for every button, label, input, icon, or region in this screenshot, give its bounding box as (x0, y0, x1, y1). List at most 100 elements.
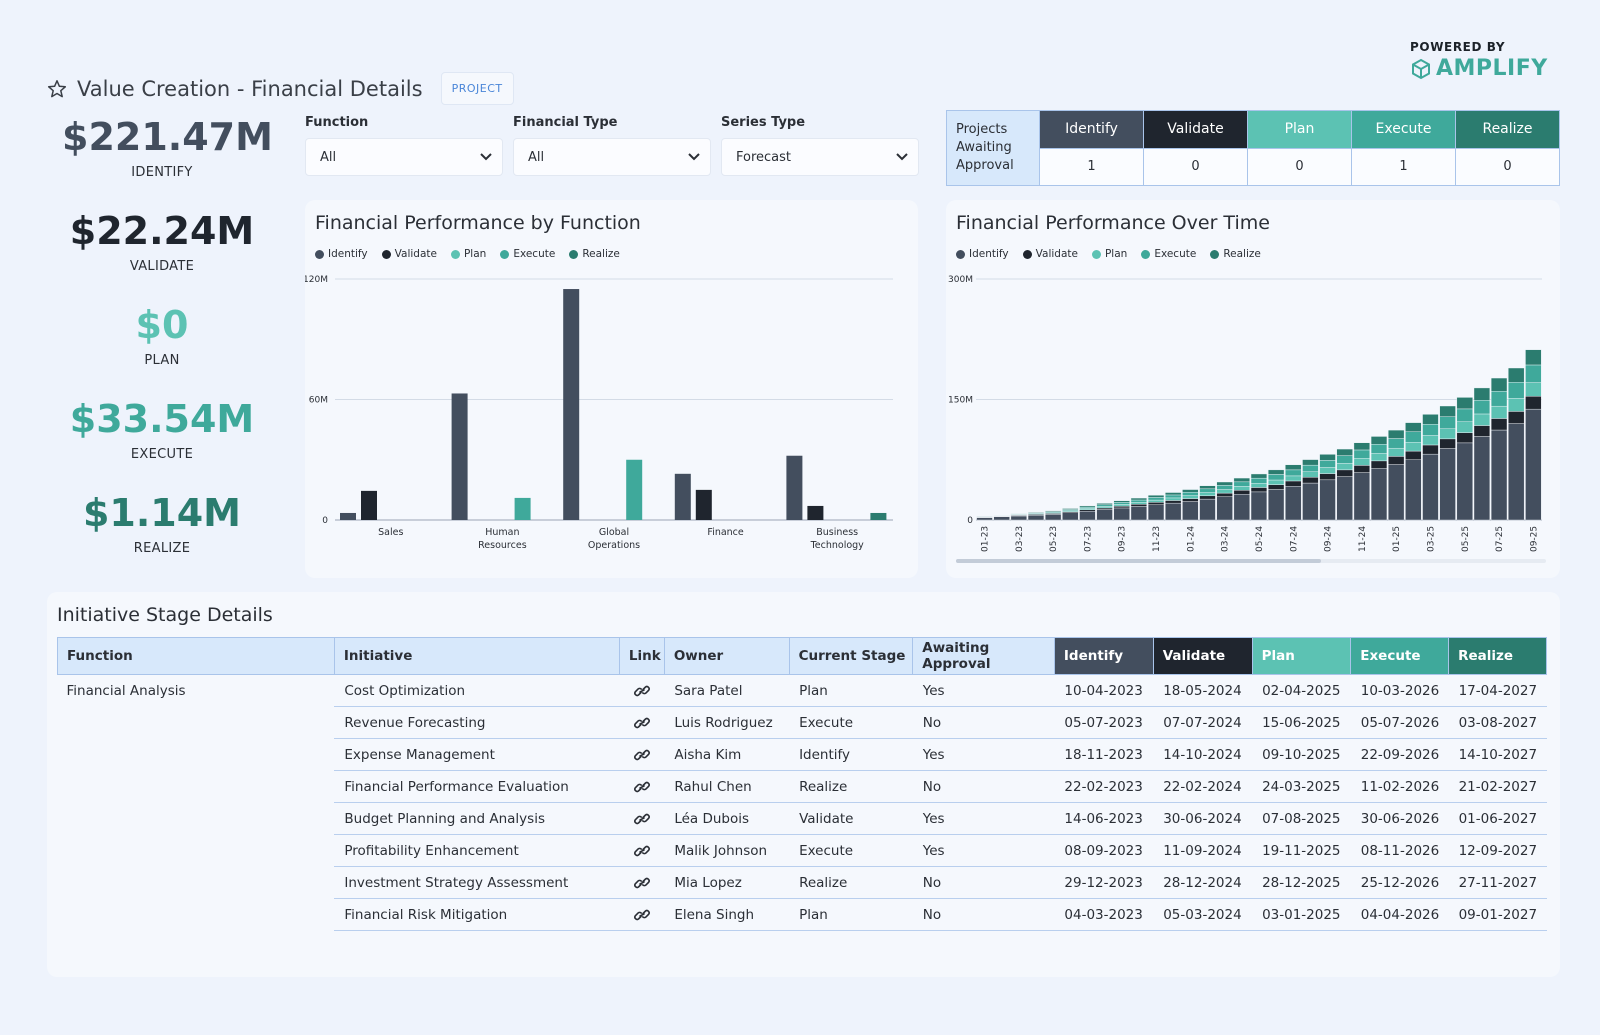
star-icon[interactable] (47, 79, 67, 99)
legend-item-execute[interactable]: Execute (500, 248, 555, 260)
link-cell[interactable] (619, 706, 665, 739)
stacked-bar-segment (1302, 477, 1319, 484)
function-select[interactable]: All (305, 138, 503, 176)
table-row[interactable]: Expense Management Aisha Kim Identify Yes 18… (58, 738, 1547, 771)
financial-type-select[interactable]: All (513, 138, 711, 176)
stacked-bar-segment (1165, 500, 1182, 504)
stacked-bar-segment (1096, 507, 1113, 510)
link-icon[interactable] (633, 812, 650, 826)
col-owner[interactable]: Owner (663, 637, 790, 675)
table-row[interactable]: Financial Risk Mitigation Elena Singh Plan… (58, 898, 1547, 931)
col-identify[interactable]: Identify (1053, 637, 1154, 675)
realize-date-cell: 01-06-2027 (1448, 802, 1547, 835)
identify-date-cell: 10-04-2023 (1054, 674, 1154, 707)
legend-item-validate[interactable]: Validate (381, 248, 437, 260)
col-plan[interactable]: Plan (1251, 637, 1352, 675)
initiative-cell[interactable]: Financial Risk Mitigation (334, 898, 620, 931)
plan-date-cell: 02-04-2025 (1252, 674, 1351, 707)
chevron-down-icon (688, 153, 700, 161)
execute-date-cell: 05-07-2026 (1350, 706, 1449, 739)
legend-item-realize[interactable]: Realize (1210, 248, 1261, 260)
table-row[interactable]: Budget Planning and Analysis Léa Dubois Va… (58, 802, 1547, 835)
legend-item-plan[interactable]: Plan (1091, 248, 1127, 260)
col-current-stage[interactable]: Current Stage (788, 637, 914, 675)
col-function[interactable]: Function (57, 637, 335, 675)
stacked-bar-segment (1199, 498, 1216, 521)
col-initiative[interactable]: Initiative (333, 637, 620, 675)
link-icon[interactable] (633, 908, 650, 922)
link-cell[interactable] (619, 674, 665, 707)
link-icon[interactable] (633, 844, 650, 858)
initiative-cell[interactable]: Investment Strategy Assessment (334, 866, 620, 899)
table-row[interactable]: Profitability Enhancement Malik Johnson Ex… (58, 834, 1547, 867)
initiative-cell[interactable]: Profitability Enhancement (334, 834, 620, 867)
initiative-cell[interactable]: Budget Planning and Analysis (334, 802, 620, 835)
legend-item-execute[interactable]: Execute (1141, 248, 1196, 260)
chart-legend: Identify Validate Plan Execute Realize (956, 248, 1261, 260)
link-cell[interactable] (619, 738, 665, 771)
legend-dot (1022, 249, 1032, 259)
initiative-cell[interactable]: Expense Management (334, 738, 620, 771)
link-icon[interactable] (633, 780, 650, 794)
col-realize[interactable]: Realize (1448, 637, 1547, 675)
col-validate[interactable]: Validate (1152, 637, 1253, 675)
legend-item-identify[interactable]: Identify (315, 248, 368, 260)
link-cell[interactable] (619, 834, 665, 867)
stacked-bar-segment (1267, 484, 1285, 490)
table-row[interactable]: Investment Strategy Assessment Mia Lopez R… (58, 866, 1547, 899)
table-row[interactable]: Financial Performance Evaluation Rahul Ch… (58, 770, 1547, 803)
legend-item-plan[interactable]: Plan (450, 248, 486, 260)
stage-cell: Execute (789, 706, 913, 739)
awaiting-cell: No (912, 866, 1055, 899)
scrollbar-thumb[interactable] (956, 559, 1321, 563)
stacked-bar-segment (1439, 428, 1456, 440)
validate-date-cell: 07-07-2024 (1153, 706, 1253, 739)
table-row[interactable]: Financial Analysis Cost Optimization Sara … (58, 674, 1547, 707)
col-awaiting-approval[interactable]: Awaiting Approval (912, 637, 1055, 675)
col-link[interactable]: Link (618, 637, 665, 675)
plan-date-cell: 09-10-2025 (1252, 738, 1351, 771)
legend-label: Identify (328, 248, 368, 260)
initiative-cell[interactable]: Cost Optimization (334, 674, 620, 707)
initiative-cell[interactable]: Financial Performance Evaluation (334, 770, 620, 803)
project-badge[interactable]: PROJECT (440, 72, 514, 105)
stacked-bar-segment (1130, 497, 1148, 501)
stacked-bar-segment (1130, 502, 1148, 505)
stacked-bar-segment (1079, 506, 1096, 509)
plan-date-cell: 24-03-2025 (1252, 770, 1351, 803)
bar (340, 512, 356, 520)
awaiting-cell: Yes (912, 674, 1055, 707)
series-type-filter: Series Type Forecast (721, 115, 919, 176)
kpi-label: REALIZE (133, 541, 191, 556)
link-icon[interactable] (633, 748, 650, 762)
execute-date-cell: 10-03-2026 (1350, 674, 1449, 707)
stacked-bar-segment (1456, 432, 1473, 444)
series-type-select[interactable]: Forecast (721, 138, 919, 176)
stacked-bar-segment (1267, 479, 1285, 485)
link-cell[interactable] (619, 770, 665, 803)
link-icon[interactable] (633, 876, 650, 890)
initiative-cell[interactable]: Revenue Forecasting (334, 706, 620, 739)
stacked-bar-segment (1113, 502, 1130, 505)
link-cell[interactable] (619, 802, 665, 835)
link-icon[interactable] (633, 684, 650, 698)
x-tick-label: 01-23 (981, 526, 991, 552)
y-tick-label: 120M (305, 275, 328, 285)
identify-date-cell: 14-06-2023 (1054, 802, 1154, 835)
stacked-bar-segment (1319, 460, 1336, 468)
legend-item-validate[interactable]: Validate (1022, 248, 1078, 260)
stacked-bar-segment (1062, 508, 1079, 510)
initiative-table: Function Initiative Link Owner Current S… (57, 637, 1547, 931)
link-icon[interactable] (633, 716, 650, 730)
legend-item-identify[interactable]: Identify (956, 248, 1009, 260)
kpi-label: PLAN (144, 353, 180, 368)
legend-item-realize[interactable]: Realize (569, 248, 620, 260)
stacked-bar-segment (1182, 498, 1199, 502)
table-row[interactable]: Revenue Forecasting Luis Rodriguez Execute… (58, 706, 1547, 739)
link-cell[interactable] (619, 898, 665, 931)
stacked-bar-segment (1456, 408, 1473, 422)
realize-date-cell: 17-04-2027 (1448, 674, 1547, 707)
col-execute[interactable]: Execute (1350, 637, 1450, 675)
link-cell[interactable] (619, 866, 665, 899)
stacked-bar-segment (1182, 489, 1199, 493)
